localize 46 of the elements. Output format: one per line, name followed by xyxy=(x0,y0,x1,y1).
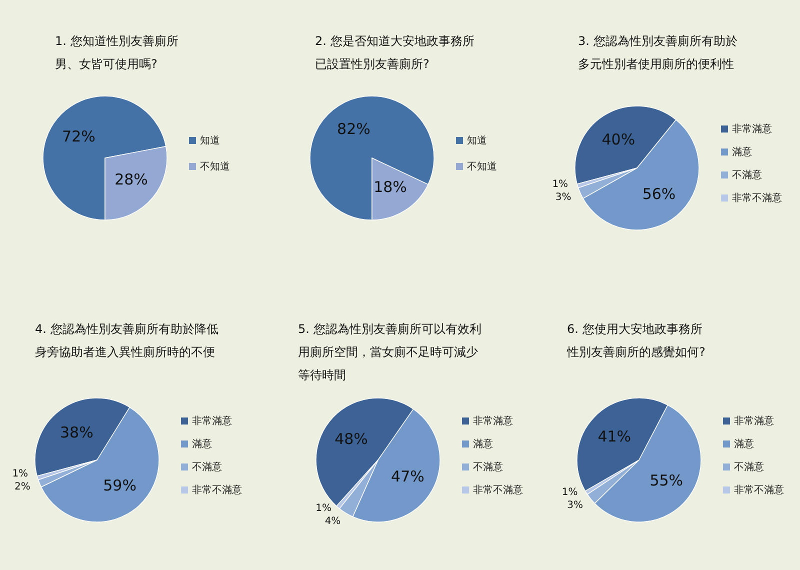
legend-label: 非常滿意 xyxy=(734,415,774,427)
data-label: 28% xyxy=(114,170,148,189)
data-label: 1% xyxy=(562,486,578,498)
data-label: 1% xyxy=(12,468,28,480)
data-label: 72% xyxy=(62,127,96,146)
chart-title: 1. 您知道性別友善廁所男、女皆可使用嗎? xyxy=(55,34,178,71)
legend-label: 不知道 xyxy=(200,160,230,172)
legend-label: 不滿意 xyxy=(732,169,762,181)
legend-label: 非常不滿意 xyxy=(192,484,242,496)
legend-label: 非常不滿意 xyxy=(734,484,784,496)
legend-label: 滿意 xyxy=(192,438,212,450)
legend-label: 不滿意 xyxy=(192,461,222,473)
chart-title: 2. 您是否知道大安地政事務所已設置性別友善廁所? xyxy=(315,34,474,71)
legend-label: 不知道 xyxy=(467,160,497,172)
legend-label: 知道 xyxy=(200,134,220,146)
data-label: 41% xyxy=(598,427,632,446)
chart-title: 6. 您使用大安地政事務所性別友善廁所的感覺如何? xyxy=(566,322,706,359)
data-label: 1% xyxy=(552,178,568,190)
chart-title: 4. 您認為性別友善廁所有助於降低身旁協助者進入異性廁所時的不便 xyxy=(35,322,218,359)
legend-label: 不滿意 xyxy=(473,461,503,473)
data-label: 1% xyxy=(316,503,332,514)
legend-label: 非常滿意 xyxy=(192,415,232,427)
data-label: 38% xyxy=(60,424,94,442)
legend-label: 滿意 xyxy=(734,438,754,450)
data-label: 2% xyxy=(14,482,30,493)
data-label: 18% xyxy=(374,178,407,196)
data-label: 82% xyxy=(337,120,370,138)
legend-label: 非常滿意 xyxy=(732,123,772,135)
chart-title: 3. 您認為性別友善廁所有助於多元性別者使用廁所的便利性 xyxy=(578,34,738,71)
legend-label: 不滿意 xyxy=(734,461,764,473)
legend-label: 非常滿意 xyxy=(473,415,513,427)
data-label: 3% xyxy=(555,192,572,203)
legend-label: 非常不滿意 xyxy=(473,484,523,496)
data-label: 47% xyxy=(391,468,424,486)
data-label: 48% xyxy=(334,430,368,448)
data-label: 55% xyxy=(650,471,684,490)
data-label: 4% xyxy=(324,516,341,528)
legend-label: 非常不滿意 xyxy=(732,192,782,204)
data-label: 3% xyxy=(567,500,584,511)
legend-label: 滿意 xyxy=(473,438,493,450)
legend-label: 知道 xyxy=(467,134,487,146)
data-label: 56% xyxy=(642,185,676,204)
data-label: 40% xyxy=(602,130,636,148)
data-label: 59% xyxy=(103,476,136,494)
chart-title: 5. 您認為性別友善廁所可以有效利用廁所空間，當女廁不足時可減少等待時間 xyxy=(298,322,482,382)
legend-label: 滿意 xyxy=(732,146,752,158)
